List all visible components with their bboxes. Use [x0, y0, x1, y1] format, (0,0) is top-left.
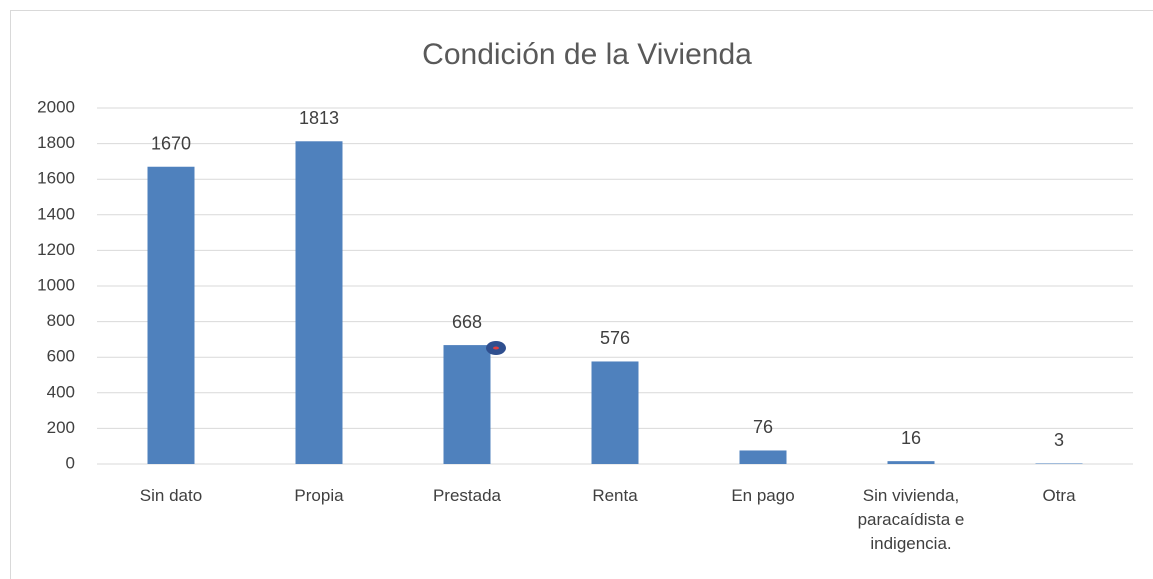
bar — [739, 450, 787, 464]
chart-title: Condición de la Vivienda — [422, 38, 752, 71]
y-tick-label: 2000 — [37, 97, 75, 116]
x-tick-label: En pago — [731, 486, 795, 505]
y-tick-label: 1000 — [37, 275, 75, 294]
data-label: 576 — [600, 328, 630, 348]
data-label: 16 — [901, 428, 921, 448]
y-tick-label: 1200 — [37, 240, 75, 259]
x-tick-label: Propia — [294, 486, 344, 505]
bar — [591, 361, 639, 464]
y-tick-label: 0 — [66, 453, 75, 472]
marker-dot-center — [493, 346, 499, 350]
y-tick-label: 1600 — [37, 169, 75, 188]
bar — [295, 141, 343, 464]
data-label: 3 — [1054, 430, 1064, 450]
y-tick-label: 600 — [47, 347, 75, 366]
data-label: 76 — [753, 417, 773, 437]
y-tick-label: 1400 — [37, 204, 75, 223]
bar — [147, 166, 195, 465]
x-tick-label: Renta — [592, 486, 638, 505]
y-tick-label: 200 — [47, 418, 75, 437]
data-label: 1670 — [151, 133, 191, 153]
y-tick-label: 1800 — [37, 133, 75, 152]
bar — [887, 461, 935, 464]
x-tick-label: Otra — [1042, 486, 1076, 505]
y-tick-label: 400 — [47, 382, 75, 401]
bar — [1035, 463, 1083, 464]
chart-border — [10, 10, 1153, 579]
data-label: 668 — [452, 312, 482, 332]
y-tick-label: 800 — [47, 311, 75, 330]
x-tick-label: Prestada — [432, 486, 502, 505]
x-tick-label: Sin dato — [139, 486, 203, 505]
data-label: 1813 — [299, 108, 339, 128]
x-tick-label: Sin vivienda, paracaídista e indigencia. — [857, 486, 965, 553]
bar — [443, 345, 491, 464]
